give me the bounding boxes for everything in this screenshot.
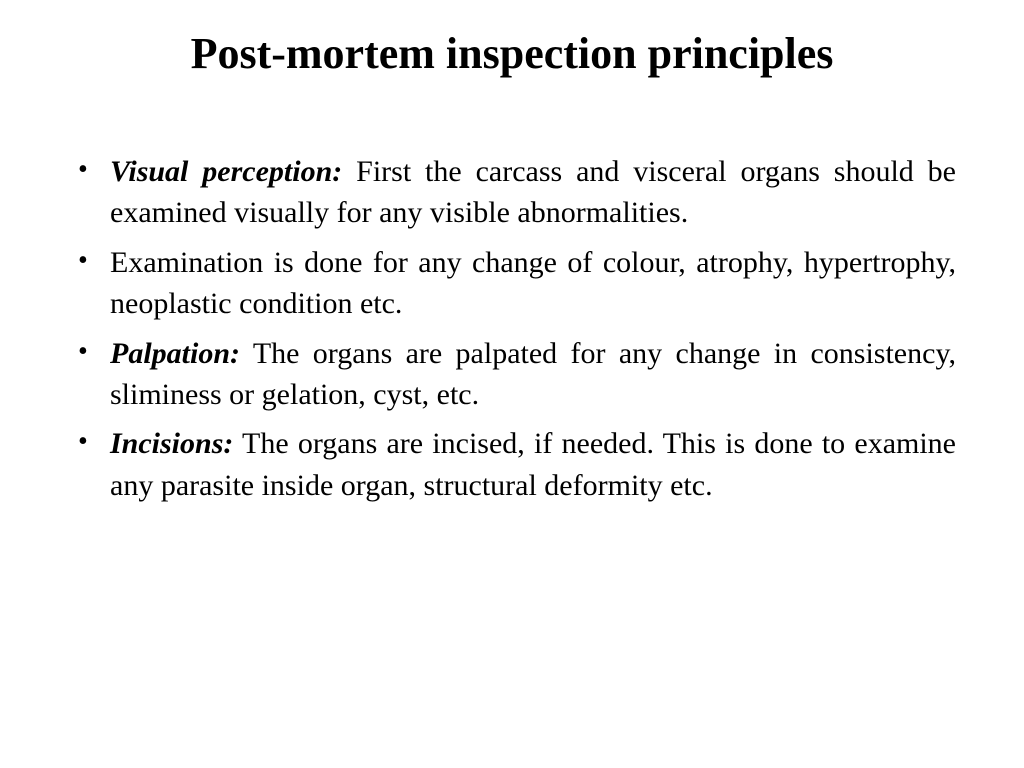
bullet-text: Examination is done for any change of co… [110,246,956,320]
list-item: Examination is done for any change of co… [68,242,956,325]
bullet-lead: Visual perception: [110,155,342,188]
list-item: Palpation: The organs are palpated for a… [68,333,956,416]
bullet-lead: Palpation: [110,337,240,370]
bullet-list: Visual perception: First the carcass and… [68,151,956,506]
list-item: Visual perception: First the carcass and… [68,151,956,234]
bullet-lead: Incisions: [110,427,233,460]
slide-title: Post-mortem inspection principles [68,28,956,79]
list-item: Incisions: The organs are incised, if ne… [68,423,956,506]
bullet-text: The organs are incised, if needed. This … [110,427,956,501]
